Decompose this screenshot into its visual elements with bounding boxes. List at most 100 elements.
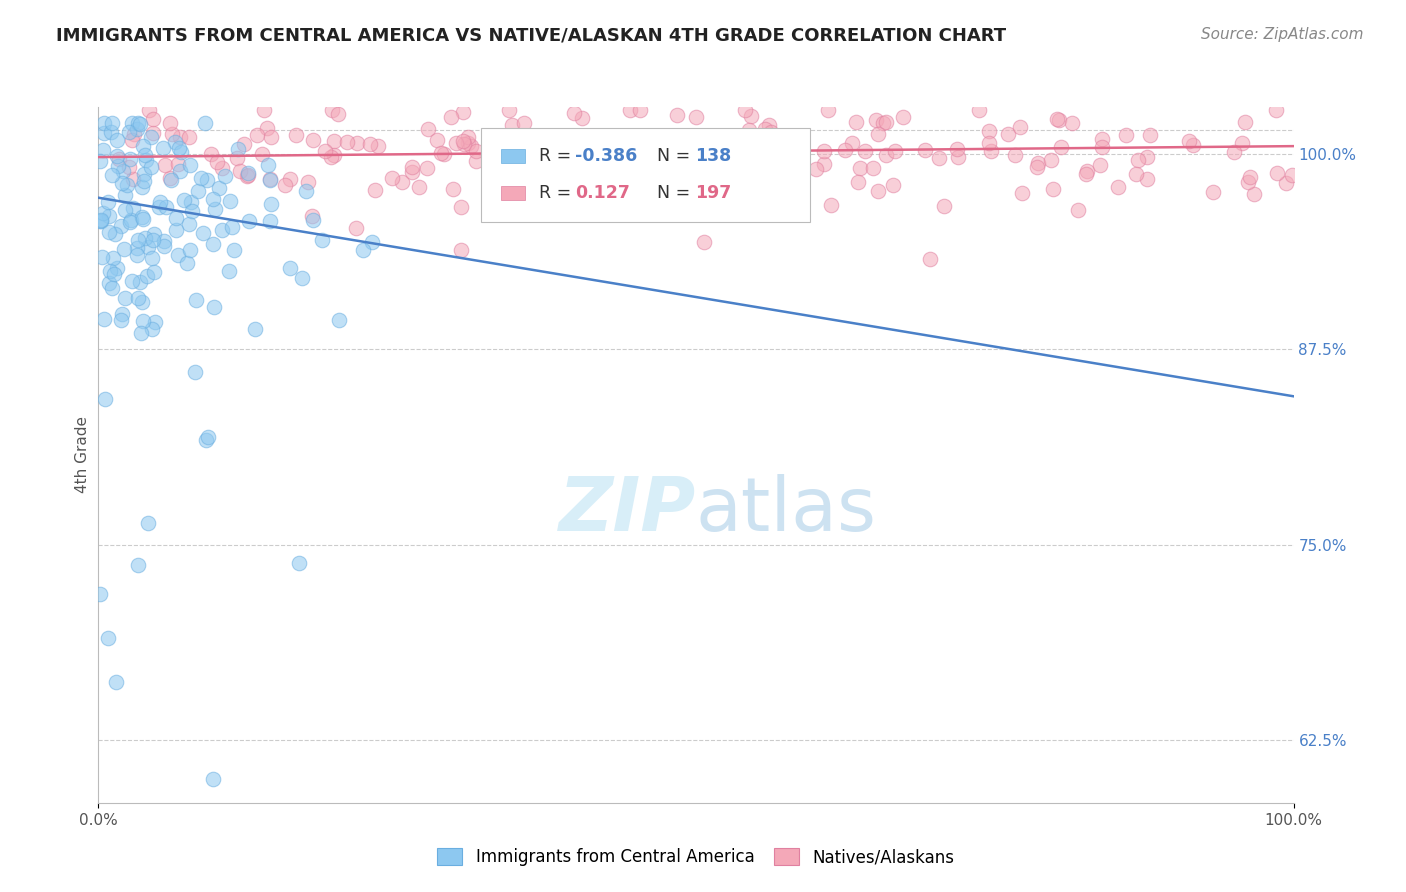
Point	[97, 276, 120, 290]
Point	[274, 178, 297, 192]
Point	[112, 242, 135, 256]
Point	[1047, 112, 1070, 127]
Point	[1265, 103, 1288, 118]
Point	[491, 188, 513, 202]
Point	[883, 144, 905, 158]
Point	[666, 108, 689, 122]
Point	[121, 116, 143, 130]
Point	[194, 116, 217, 130]
Point	[94, 392, 117, 406]
Point	[817, 103, 839, 118]
Point	[128, 275, 150, 289]
Point	[1091, 140, 1114, 154]
Point	[713, 185, 735, 199]
Point	[297, 175, 319, 189]
Point	[491, 194, 513, 208]
Point	[252, 103, 274, 118]
Text: ZIP: ZIP	[558, 474, 696, 547]
Point	[97, 225, 120, 239]
Point	[571, 111, 593, 125]
Point	[756, 136, 779, 150]
Point	[184, 293, 207, 307]
Point	[551, 150, 574, 164]
Point	[142, 126, 165, 140]
Point	[177, 217, 200, 231]
FancyBboxPatch shape	[481, 128, 810, 222]
Point	[882, 178, 904, 192]
Point	[135, 153, 157, 167]
Point	[155, 158, 177, 172]
Text: R =: R =	[540, 184, 576, 202]
Point	[512, 159, 534, 173]
Point	[129, 117, 152, 131]
Point	[1125, 167, 1147, 181]
Point	[326, 106, 349, 120]
Point	[152, 141, 174, 155]
Point	[143, 265, 166, 279]
Point	[734, 103, 756, 118]
Point	[328, 313, 350, 327]
Point	[853, 144, 876, 158]
Point	[1136, 171, 1159, 186]
Point	[1039, 153, 1062, 168]
Point	[464, 144, 486, 158]
Point	[259, 173, 281, 187]
Point	[948, 150, 970, 164]
Point	[259, 214, 281, 228]
Point	[862, 161, 884, 175]
Point	[257, 158, 280, 172]
Point	[1028, 155, 1050, 169]
Point	[177, 130, 200, 145]
Point	[1239, 170, 1261, 185]
Point	[501, 119, 523, 133]
Point	[738, 123, 761, 137]
Point	[598, 137, 620, 152]
Point	[1267, 166, 1289, 180]
Point	[433, 147, 456, 161]
Point	[121, 171, 143, 186]
Legend: Immigrants from Central America, Natives/Alaskans: Immigrants from Central America, Natives…	[429, 839, 963, 874]
Point	[115, 178, 138, 193]
Point	[250, 147, 273, 161]
Point	[180, 203, 202, 218]
Point	[226, 151, 249, 165]
Point	[344, 220, 367, 235]
Point	[121, 274, 143, 288]
Point	[193, 226, 215, 240]
Point	[159, 173, 181, 187]
Point	[872, 116, 894, 130]
Text: IMMIGRANTS FROM CENTRAL AMERICA VS NATIVE/ALASKAN 4TH GRADE CORRELATION CHART: IMMIGRANTS FROM CENTRAL AMERICA VS NATIV…	[56, 27, 1007, 45]
Point	[841, 136, 863, 150]
Point	[100, 280, 122, 294]
Point	[323, 147, 346, 161]
Point	[280, 261, 302, 276]
Point	[620, 191, 643, 205]
Point	[195, 434, 218, 448]
Point	[90, 212, 112, 227]
Point	[967, 103, 990, 118]
Point	[278, 172, 301, 186]
Point	[153, 238, 176, 252]
Point	[103, 267, 125, 281]
Point	[352, 243, 374, 257]
Point	[100, 168, 122, 182]
Point	[259, 171, 281, 186]
Point	[222, 243, 245, 257]
Point	[522, 154, 544, 169]
Point	[450, 244, 472, 258]
Point	[946, 142, 969, 156]
Point	[114, 203, 136, 218]
Point	[91, 143, 114, 157]
Point	[628, 103, 651, 118]
Point	[127, 116, 149, 130]
Point	[460, 139, 482, 153]
Point	[495, 150, 517, 164]
Point	[179, 158, 201, 172]
Point	[173, 193, 195, 207]
Point	[153, 234, 176, 248]
Point	[179, 243, 201, 257]
Point	[1230, 136, 1253, 150]
Point	[111, 176, 134, 190]
Point	[132, 314, 155, 328]
Point	[520, 137, 543, 152]
